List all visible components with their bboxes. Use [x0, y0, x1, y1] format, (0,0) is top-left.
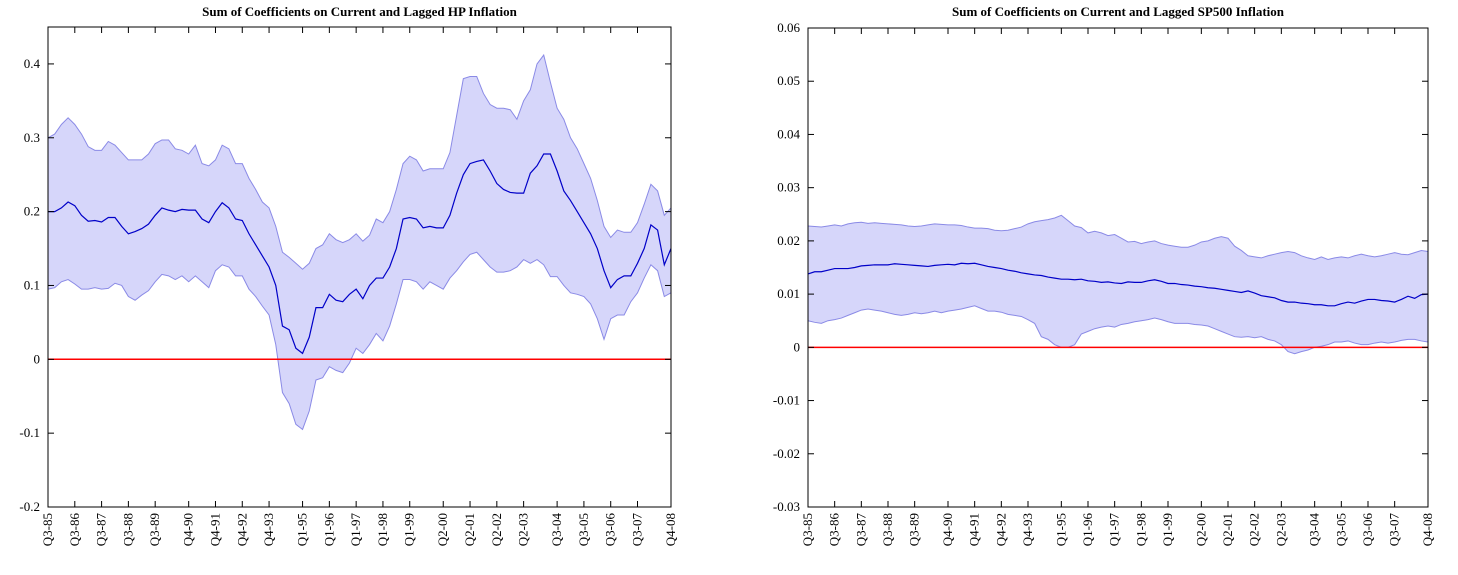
- band-upper-edge: [47, 53, 672, 270]
- x-tick-label: Q3-04: [549, 513, 564, 547]
- x-tick-label: Q1-99: [402, 513, 417, 546]
- x-tick-label: Q4-93: [1020, 513, 1035, 546]
- chart-title: Sum of Coefficients on Current and Lagge…: [952, 4, 1285, 19]
- x-tick-label: Q3-04: [1307, 513, 1322, 547]
- y-tick-label: 0.4: [24, 56, 41, 71]
- y-tick-label: 0.01: [777, 286, 800, 301]
- y-tick-label: 0.04: [777, 126, 800, 141]
- x-tick-label: Q4-91: [207, 513, 222, 546]
- y-tick-label: 0.03: [777, 180, 800, 195]
- y-tick-label: 0.3: [24, 130, 40, 145]
- plot-frame: [807, 27, 1429, 508]
- x-tick-label: Q1-98: [375, 513, 390, 546]
- y-tick-label: -0.1: [19, 425, 40, 440]
- y-tick-label: 0: [794, 339, 801, 354]
- x-tick-label: Q4-90: [940, 513, 955, 546]
- x-tick-label: Q2-00: [1193, 513, 1208, 546]
- x-tick-label: Q4-08: [1420, 513, 1435, 546]
- x-tick-label: Q3-89: [907, 513, 922, 546]
- y-tick-label: 0.06: [777, 20, 800, 35]
- confidence-band: [48, 55, 671, 430]
- x-tick-label: Q2-02: [1247, 513, 1262, 546]
- x-tick-label: Q3-86: [827, 513, 842, 547]
- x-tick-label: Q1-98: [1133, 513, 1148, 546]
- y-tick-label: -0.02: [773, 446, 800, 461]
- chart-title: Sum of Coefficients on Current and Lagge…: [202, 4, 517, 19]
- band-upper-edge: [807, 214, 1429, 261]
- x-tick-label: Q3-86: [67, 513, 82, 547]
- x-tick-label: Q4-92: [234, 513, 249, 546]
- panel: -0.2 -0.1 0 0.1 0.2 0.3 0.4 Q3-85 Q3-86 Q3-87 Q3-8…: [19, 4, 678, 546]
- x-tick-label: Q3-05: [576, 513, 591, 546]
- mean-line: [807, 262, 1429, 307]
- x-tick-label: Q3-07: [1387, 513, 1402, 547]
- panel: -0.03 -0.02 -0.01 0 0.01 0.02 0.03 0.04 0.05 0.06…: [773, 4, 1435, 546]
- x-tick-label: Q3-87: [94, 513, 109, 547]
- x-tick-label: Q2-01: [1220, 513, 1235, 546]
- x-tick-label: Q3-88: [880, 513, 895, 546]
- y-tick-label: -0.01: [773, 393, 800, 408]
- x-tick-label: Q1-97: [1107, 513, 1122, 547]
- x-tick-label: Q3-85: [800, 513, 815, 546]
- mean-line: [48, 153, 672, 355]
- x-tick-label: Q2-03: [516, 513, 531, 546]
- y-tick-label: 0.1: [24, 277, 40, 292]
- y-tick-label: -0.2: [19, 499, 40, 514]
- band-lower-edge: [807, 305, 1429, 355]
- x-tick-label: Q2-01: [462, 513, 477, 546]
- x-tick-label: Q4-90: [181, 513, 196, 546]
- x-tick-label: Q3-88: [120, 513, 135, 546]
- x-tick-label: Q3-89: [147, 513, 162, 546]
- x-tick-label: Q1-95: [1053, 513, 1068, 546]
- y-tick-label: 0.05: [777, 73, 800, 88]
- x-tick-label: Q4-92: [993, 513, 1008, 546]
- x-tick-label: Q1-99: [1160, 513, 1175, 546]
- x-tick-label: Q2-00: [435, 513, 450, 546]
- x-tick-label: Q3-85: [40, 513, 55, 546]
- x-tick-label: Q4-08: [663, 513, 678, 546]
- x-tick-label: Q1-96: [321, 513, 336, 547]
- x-tick-label: Q3-06: [603, 513, 618, 547]
- y-tick-label: -0.03: [773, 499, 800, 514]
- y-tick-label: 0.2: [24, 204, 40, 219]
- x-tick-label: Q3-05: [1333, 513, 1348, 546]
- band-lower-edge: [47, 251, 672, 431]
- x-tick-label: Q1-97: [348, 513, 363, 547]
- x-tick-label: Q1-96: [1080, 513, 1095, 547]
- y-tick-label: 0.02: [777, 233, 800, 248]
- x-tick-label: Q1-95: [295, 513, 310, 546]
- x-tick-label: Q3-06: [1360, 513, 1375, 547]
- x-tick-label: Q4-91: [967, 513, 982, 546]
- plot-frame: [47, 26, 672, 508]
- x-tick-label: Q3-07: [630, 513, 645, 547]
- x-tick-label: Q2-02: [489, 513, 504, 546]
- y-tick-label: 0: [34, 351, 41, 366]
- confidence-band: [808, 215, 1428, 354]
- x-tick-label: Q4-93: [261, 513, 276, 546]
- x-tick-label: Q2-03: [1273, 513, 1288, 546]
- x-tick-label: Q3-87: [853, 513, 868, 547]
